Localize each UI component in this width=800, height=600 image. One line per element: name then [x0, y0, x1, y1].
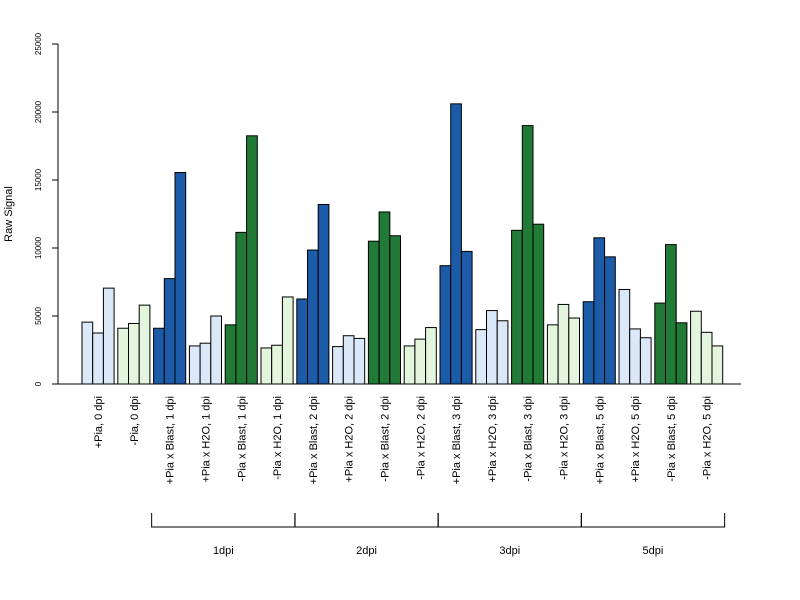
bar	[296, 298, 308, 385]
y-tick-label: 15000	[34, 168, 43, 191]
bar	[389, 235, 401, 385]
bar	[546, 324, 559, 385]
category-label: -Pia x Blast, 1 dpi	[236, 396, 248, 482]
bar	[174, 172, 187, 385]
group-label: 2dpi	[356, 545, 377, 557]
bar	[378, 211, 391, 385]
bar	[639, 337, 652, 385]
category-label: +Pia x H2O, 1 dpi	[200, 396, 212, 483]
bar	[117, 327, 130, 385]
bar	[690, 310, 702, 385]
bar	[188, 345, 201, 385]
bar	[675, 322, 688, 385]
bar	[582, 301, 595, 385]
bars-layer	[81, 103, 724, 385]
y-tick-label: 10000	[34, 236, 43, 259]
bar	[138, 304, 151, 385]
bar	[317, 203, 330, 385]
category-label: -Pia x H2O, 2 dpi	[415, 396, 427, 480]
group-bracket	[151, 513, 296, 528]
category-label: -Pia x H2O, 3 dpi	[558, 396, 570, 480]
bar	[700, 331, 713, 385]
bar	[711, 345, 724, 385]
bar	[153, 327, 165, 385]
group-bracket	[437, 513, 582, 528]
bar	[629, 328, 641, 385]
category-label: -Pia x Blast, 5 dpi	[666, 396, 678, 482]
y-tick-label: 0	[34, 381, 43, 386]
bar	[604, 256, 616, 385]
category-label: +Pia x Blast, 3 dpi	[451, 396, 463, 484]
group-label: 5dpi	[643, 545, 664, 557]
bar	[102, 287, 115, 385]
category-label: +Pia x H2O, 5 dpi	[630, 396, 642, 483]
bar	[307, 249, 319, 385]
bar	[568, 317, 580, 385]
bar	[353, 337, 366, 385]
category-label: -Pia x Blast, 3 dpi	[523, 396, 535, 482]
bar	[163, 278, 176, 385]
bar	[496, 320, 509, 385]
category-label: +Pia x H2O, 2 dpi	[344, 396, 356, 483]
bar	[271, 344, 283, 385]
bar	[439, 265, 452, 385]
bar	[332, 346, 344, 385]
y-tick-label: 5000	[34, 307, 43, 325]
bar	[128, 322, 140, 385]
bar	[342, 335, 355, 385]
bar	[260, 347, 273, 385]
group-label: 3dpi	[499, 545, 520, 557]
bar	[210, 315, 223, 385]
bar	[81, 321, 94, 385]
labels-layer: +Pia, 0 dpi -Pia, 0 dpi +Pia x Blast, 1 dp…	[93, 396, 714, 484]
category-label: -Pia, 0 dpi	[129, 396, 141, 446]
group-bracket	[294, 513, 439, 528]
y-tick-label: 20000	[34, 100, 43, 123]
bar	[367, 240, 380, 385]
bar	[665, 244, 677, 385]
bar	[199, 342, 212, 385]
category-label: +Pia x Blast, 5 dpi	[594, 396, 606, 484]
bar	[557, 303, 570, 385]
bar	[224, 324, 237, 385]
bar	[425, 327, 437, 385]
bar	[475, 329, 487, 385]
category-label: +Pia, 0 dpi	[93, 396, 105, 448]
bar	[92, 332, 104, 385]
category-label: +Pia x Blast, 2 dpi	[308, 396, 320, 484]
y-axis-title: Raw Signal	[3, 186, 15, 242]
bar	[403, 345, 416, 385]
group-label: 1dpi	[213, 545, 234, 557]
bar	[246, 135, 258, 385]
group-brackets: 1dpi 2dpi 3dpi 5dpi	[151, 513, 726, 557]
category-label: -Pia x H2O, 5 dpi	[702, 396, 714, 480]
bar	[521, 125, 534, 385]
axes-layer: 0 5000 10000 15000 20000 25000	[34, 32, 741, 386]
bar	[450, 103, 462, 385]
bar	[235, 231, 248, 385]
bar	[281, 296, 294, 385]
bar	[532, 223, 545, 385]
category-label: +Pia x H2O, 3 dpi	[487, 396, 499, 483]
bar	[593, 237, 606, 385]
category-label: -Pia x H2O, 1 dpi	[272, 396, 284, 480]
bar	[414, 338, 427, 385]
bar	[486, 310, 498, 385]
y-tick-label: 25000	[34, 32, 43, 55]
bar	[654, 302, 666, 385]
bar	[460, 250, 473, 385]
category-label: -Pia x Blast, 2 dpi	[379, 396, 391, 482]
bar	[618, 288, 631, 385]
category-label: +Pia x Blast, 1 dpi	[165, 396, 177, 484]
bar	[511, 229, 523, 385]
group-bracket	[580, 513, 726, 528]
